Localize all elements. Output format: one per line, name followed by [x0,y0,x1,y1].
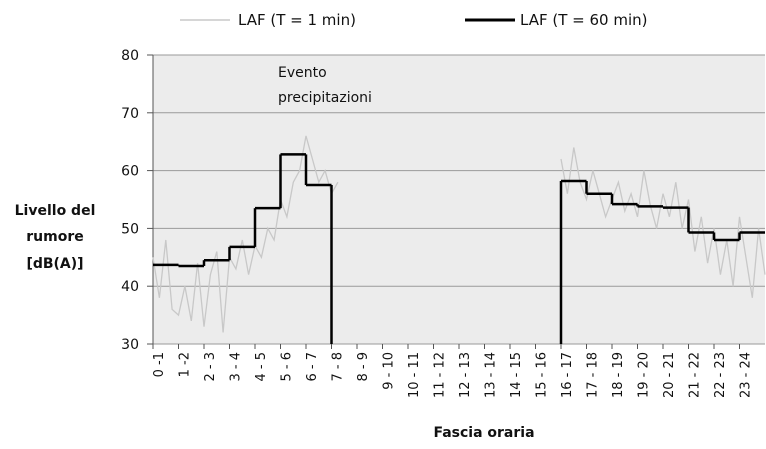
plot-area [153,55,765,344]
x-tick-label: 3 - 4 [229,352,244,382]
y-axis-label: Livello del [15,203,96,219]
y-tick-label: 70 [121,106,139,122]
x-tick-label: 1 -2 [178,352,193,377]
x-tick-label: 17 - 18 [586,352,601,398]
y-tick-label: 30 [121,337,139,353]
x-axis-label: Fascia oraria [433,425,534,441]
annotation: precipitazioni [278,90,372,106]
y-axis-label: [dB(A)] [26,256,83,272]
y-tick-label: 50 [121,221,139,237]
x-tick-label: 2 - 3 [203,352,218,382]
x-tick-label: 6 - 7 [305,352,320,382]
legend-label: LAF (T = 1 min) [238,11,356,29]
x-tick-label: 8 - 9 [356,352,371,382]
annotation: Evento [278,65,327,81]
x-tick-label: 0 -1 [152,352,167,377]
x-tick-label: 12 - 13 [458,352,473,398]
x-tick-label: 21 - 22 [688,352,703,398]
x-tick-label: 14 - 15 [509,352,524,398]
x-tick-label: 7 - 8 [331,352,346,382]
x-tick-label: 23 - 24 [739,352,754,398]
x-tick-label: 22 - 23 [713,352,728,398]
x-tick-label: 20 - 21 [662,352,677,398]
x-tick-label: 19 - 20 [637,352,652,398]
y-tick-label: 80 [121,48,139,64]
x-tick-label: 16 - 17 [560,352,575,398]
x-tick-label: 13 - 14 [484,352,499,398]
x-tick-label: 4 - 5 [254,352,269,382]
x-tick-label: 15 - 16 [535,352,550,398]
legend-label: LAF (T = 60 min) [520,11,647,29]
x-tick-label: 18 - 19 [611,352,626,398]
y-tick-label: 40 [121,279,139,295]
x-tick-label: 10 - 11 [407,352,422,398]
y-axis-label: rumore [26,229,83,245]
y-tick-label: 60 [121,164,139,180]
raw-line [152,135,766,333]
x-tick-label: 9 - 10 [382,352,397,390]
x-tick-label: 5 - 6 [280,352,295,382]
x-tick-label: 11 - 12 [433,352,448,398]
